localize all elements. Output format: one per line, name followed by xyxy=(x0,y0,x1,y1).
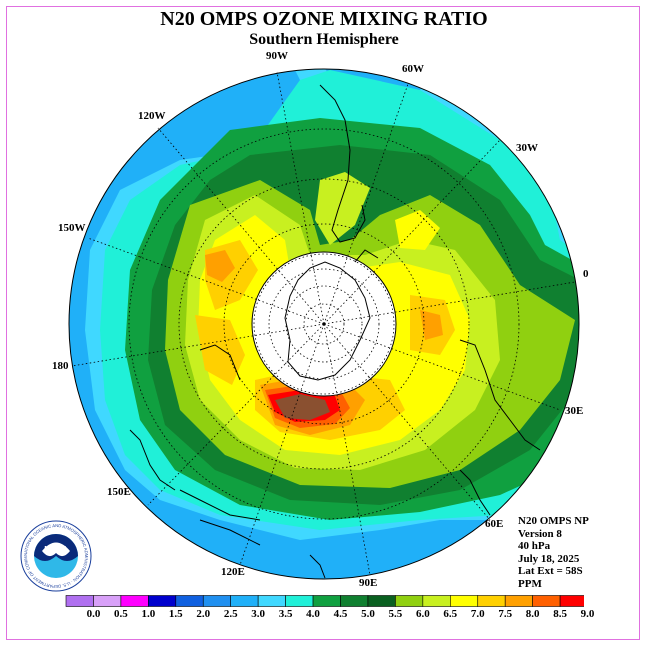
colorbar-swatch xyxy=(285,595,314,607)
colorbar-swatch xyxy=(532,595,561,607)
colorbar-tick-label: 3.5 xyxy=(278,608,293,620)
colorbar-tick-label: 8.5 xyxy=(553,608,567,620)
colorbar-tick-label: 4.0 xyxy=(306,608,320,620)
colorbar-swatch xyxy=(120,595,149,607)
colorbar-swatch xyxy=(93,595,122,607)
colorbar xyxy=(65,595,584,607)
colorbar-tick-label: 9.0 xyxy=(580,608,595,620)
info-units: PPM xyxy=(518,577,542,590)
colorbar-tick-label: 1.0 xyxy=(141,608,156,620)
colorbar-tick-label: 5.0 xyxy=(361,608,375,620)
colorbar-swatch xyxy=(65,595,94,607)
product-info: N20 OMPS NP Version 8 40 hPa July 18, 20… xyxy=(518,515,589,591)
lon-label-90e: 90E xyxy=(359,577,378,589)
colorbar-tick-label: 5.5 xyxy=(388,608,403,620)
colorbar-tick-label: 6.5 xyxy=(443,608,458,620)
lon-label-180: 180 xyxy=(52,360,69,372)
coastlines xyxy=(129,84,541,579)
noaa-logo: NATIONAL OCEANIC AND ATMOSPHERIC ADMINIS… xyxy=(20,520,92,592)
lon-label-150e: 150E xyxy=(107,486,131,498)
colorbar-tick-label: 8.0 xyxy=(525,608,540,620)
colorbar-tick-label: 1.5 xyxy=(168,608,183,620)
colorbar-swatch xyxy=(257,595,286,607)
info-instrument: N20 OMPS NP xyxy=(518,515,589,527)
lon-label-150w: 150W xyxy=(58,222,86,234)
colorbar-tick-label: 7.5 xyxy=(498,608,513,620)
colorbar-tick-label: 3.0 xyxy=(251,608,266,620)
map-boundary xyxy=(68,68,580,580)
colorbar-swatch xyxy=(230,595,259,607)
colorbar-swatch xyxy=(367,595,396,607)
colorbar-swatch xyxy=(449,595,479,607)
colorbar-swatch xyxy=(175,595,204,607)
lon-label-90w: 90W xyxy=(266,50,288,62)
lon-label-120w: 120W xyxy=(138,110,166,122)
info-date: July 18, 2025 xyxy=(518,552,580,565)
colorbar-swatch xyxy=(477,595,506,607)
lon-label-60e: 60E xyxy=(485,518,504,530)
info-version: Version 8 xyxy=(518,527,562,540)
graticule xyxy=(71,71,576,576)
colorbar-swatch xyxy=(395,595,424,607)
lon-label-30w: 30W xyxy=(516,142,538,154)
colorbar-tick-label: 2.5 xyxy=(223,608,238,620)
colorbar-swatch xyxy=(422,595,451,607)
colorbar-tick-label: 2.0 xyxy=(196,608,211,620)
info-lat-extent: Lat Ext = 58S xyxy=(518,565,583,578)
colorbar-tick-label: 0.5 xyxy=(114,608,128,620)
colorbar-swatch xyxy=(504,595,533,607)
south-pole-marker xyxy=(322,322,326,326)
lon-label-60w: 60W xyxy=(402,63,424,75)
colorbar-tick-label: 0.0 xyxy=(86,608,101,620)
lon-label-30e: 30E xyxy=(565,405,584,417)
colorbar-swatch xyxy=(340,595,369,607)
colorbar-swatch xyxy=(148,595,177,607)
lon-label-120e: 120E xyxy=(221,566,245,578)
colorbar-swatch xyxy=(312,595,341,607)
noaa-logo-text: NOAA xyxy=(44,545,68,554)
map-title: N20 OMPS OZONE MIXING RATIO xyxy=(160,8,488,30)
map-subtitle: Southern Hemisphere xyxy=(249,31,399,48)
colorbar-swatch xyxy=(559,595,584,607)
info-level: 40 hPa xyxy=(518,540,551,553)
colorbar-tick-label: 4.5 xyxy=(333,608,348,620)
colorbar-swatches xyxy=(65,595,584,607)
colorbar-tick-label: 7.0 xyxy=(470,608,485,620)
colorbar-swatch xyxy=(202,595,232,607)
colorbar-tick-label: 6.0 xyxy=(415,608,430,620)
lon-label-0: 0 xyxy=(583,268,589,280)
